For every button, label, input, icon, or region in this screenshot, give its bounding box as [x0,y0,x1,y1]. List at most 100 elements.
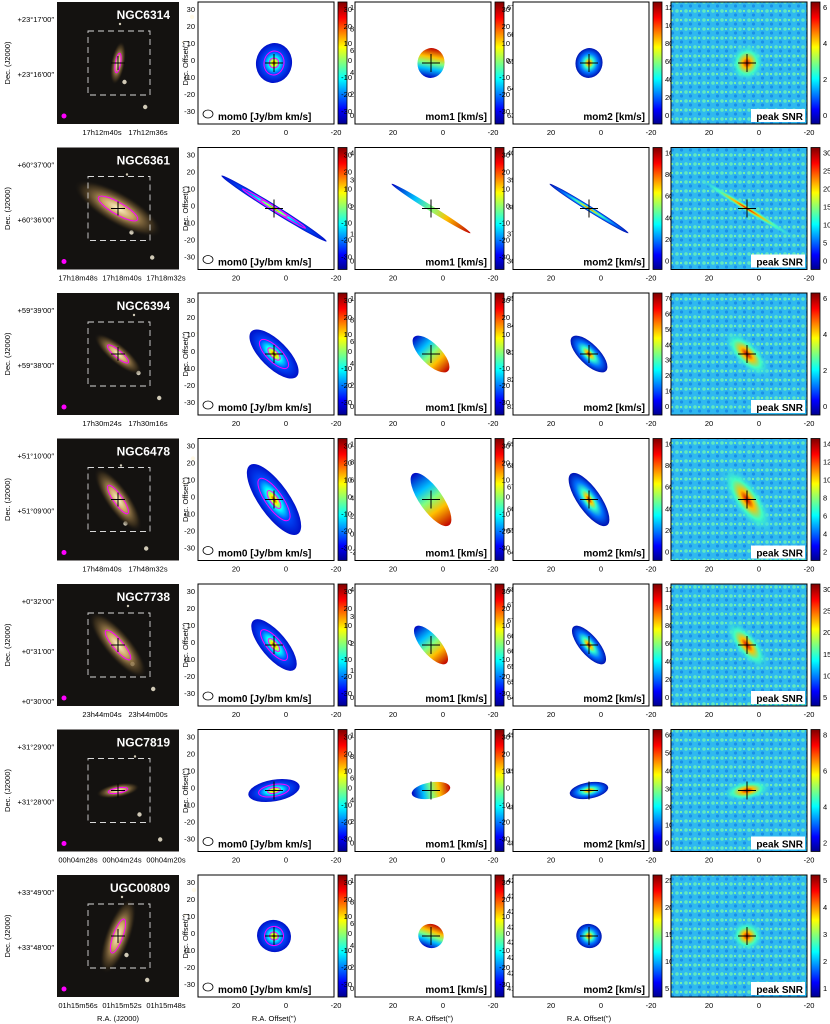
snr-label: peak SNR [756,549,803,560]
snr-label-box [751,254,805,268]
snr-frame [670,729,808,852]
y-tick-label: -30 [341,980,352,989]
mom0-colorbar-tick: -2 [350,548,357,557]
y-tick-label: -30 [184,544,195,553]
beam-ellipse [202,546,214,555]
y-tick-label: -30 [341,835,352,844]
mom0-colorbar-tick: 2 [350,512,354,521]
x-tick-label: -20 [488,128,499,137]
y-tick-label: 30 [187,5,195,14]
mom1-panel: mom1 [km/s]200-203020100-10-20-304260425… [341,874,524,1010]
dec-axis-label: Dec. (J2000) [3,914,12,957]
snr-colorbar-tick: 2 [823,957,827,966]
x-tick-label: -20 [488,856,499,865]
y-tick-label: -30 [341,544,352,553]
y-tick-label: -10 [341,219,352,228]
mom2-colorbar-tick: 60 [665,57,673,66]
mom0-colorbar-tick: 10 [350,731,358,740]
y-tick-label: 0 [506,347,510,356]
mom2-colorbar-tick: 0 [665,839,669,848]
dec-tick-label: +31°28′00″ [18,798,55,807]
mom0-label: mom0 [Jy/bm km/s] [218,549,311,560]
mom2-colorbar-tick: 20 [665,675,673,684]
mom0-colorbar-tick: 0 [350,984,354,993]
y-tick-label: -10 [341,510,352,519]
mom1-frame [354,1,492,125]
snr-panel: peak SNR 20 0 -20 30 25 20 15 10 5 0 [670,147,830,283]
mom0-colorbar-tick: 8 [350,458,354,467]
mom2-panel: mom2 [km/s] 20 0 -20 30 20 10 0 -10 -20 -30 70 60 50 4… [499,292,673,428]
mom2-colorbar-tick: 30 [665,356,673,365]
mom2-colorbar-tick: 80 [665,621,673,630]
star [183,913,187,917]
x-axis-label: R.A. Offset(") [567,1014,612,1023]
y-tick-label: -20 [341,90,352,99]
mom0-colorbar-tick: 6 [350,337,354,346]
dec-tick-label: +0°31′00″ [22,647,55,656]
mom0-colorbar-tick: 4 [350,795,354,804]
y-tick-label: 10 [344,185,352,194]
y-tick-label: 0 [348,202,352,211]
star [133,755,137,758]
x-axis-label: R.A. Offset(") [409,1014,454,1023]
snr-colorbar-tick: 0 [823,402,827,411]
mom2-panel: mom2 [km/s] 20 0 -20 30 20 10 0 -10 -20 -30 25 20 15 1… [499,874,673,1010]
y-tick-label: 10 [344,39,352,48]
x-tick-label: 0 [441,710,445,719]
y-tick-label: 30 [502,442,510,451]
y-tick-label: -20 [341,963,352,972]
x-tick-label: -20 [646,274,657,283]
y-tick-label: 20 [502,459,510,468]
y-tick-label: 20 [187,22,195,31]
y-tick-label: 20 [502,895,510,904]
snr-colorbar-tick: 8 [823,731,827,740]
beam-marker [61,259,67,264]
snr-colorbar [810,874,821,998]
mom1-label: mom1 [km/s] [425,403,487,414]
y-tick-label: 20 [344,313,352,322]
mom0-frame [197,729,335,852]
y-tick-label: 0 [348,784,352,793]
y-tick-label: 0 [348,638,352,647]
snr-colorbar [810,583,821,707]
ra-tick-label: 17h18m32s [146,274,185,283]
snr-colorbar-tick: 2 [823,366,827,375]
y-tick-label: -10 [341,655,352,664]
mom0-colorbar-tick: 0 [350,402,354,411]
y-tick-label: 0 [191,784,195,793]
y-tick-label: 0 [506,202,510,211]
y-tick-label: -30 [184,398,195,407]
star [126,604,130,608]
x-tick-label: 20 [232,128,240,137]
mom2-frame [512,1,650,125]
mom2-colorbar [652,292,663,416]
mom2-frame [512,729,650,852]
snr-label-box [751,109,805,122]
mom2-label: mom2 [km/s] [583,112,645,123]
ra-tick-label: 17h18m40s [102,274,141,283]
co-contour [257,477,291,522]
x-tick-label: -20 [646,1001,657,1010]
mom2-label: mom2 [km/s] [583,985,645,996]
snr-frame [670,438,808,561]
x-tick-label: 20 [547,128,555,137]
y-tick-label: -20 [341,527,352,536]
snr-colorbar-tick: 4 [823,39,827,48]
mom1-panel: mom1 [km/s]200-203020100-10-20-304000390… [341,147,524,283]
y-tick-label: -20 [341,236,352,245]
mom2-frame [512,583,650,707]
mom0-panel: mom0 [Jy/bm km/s]20 0 -203020100-10-20-301… [184,874,358,1010]
mom0-colorbar-tick: 40 [350,149,358,158]
mom0-frame [197,292,335,416]
x-tick-label: -20 [646,128,657,137]
optical-image-panel: NGC6394 +59°39′00″ +59°38′00″ Dec. (J2000) 1… [3,293,221,428]
mom0-colorbar-tick: 4 [350,68,354,77]
y-tick-label: 20 [344,459,352,468]
snr-colorbar-tick: 6 [823,512,827,521]
mom2-label: mom2 [km/s] [583,840,645,851]
beam-marker [61,841,67,846]
co-contour [269,931,279,941]
mom1-label: mom1 [km/s] [425,112,487,123]
snr-colorbar-tick: 15 [823,203,830,212]
y-tick-label: -30 [499,689,510,698]
